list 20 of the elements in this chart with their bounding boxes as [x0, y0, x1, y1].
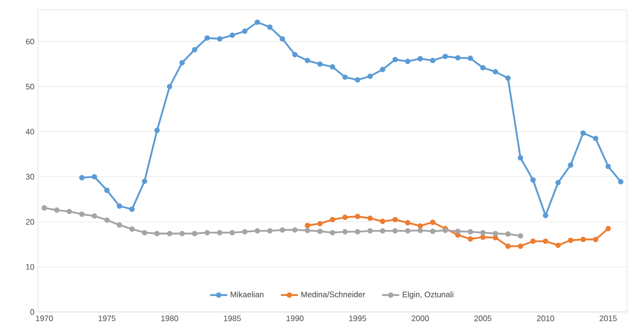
- legend-label: Mikaelian: [230, 291, 264, 298]
- y-tick-label: 10: [26, 264, 34, 270]
- x-tick-label: 1970: [36, 316, 53, 322]
- x-tick-label: 1985: [224, 316, 241, 322]
- x-tick-label: 2010: [537, 316, 554, 322]
- legend-label: Elgin, Oztunali: [402, 291, 454, 299]
- legend-label: Medina/Schneider: [301, 291, 366, 298]
- x-tick-label: 2000: [412, 316, 429, 322]
- x-tick-label: 2015: [600, 316, 617, 322]
- x-tick-label: 2005: [474, 316, 492, 322]
- y-tick-label: 20: [26, 219, 34, 225]
- y-tick-label: 40: [26, 128, 34, 135]
- x-tick-label: 1995: [349, 316, 366, 322]
- x-tick-label: 1975: [98, 316, 116, 322]
- y-tick-label: 0: [30, 309, 34, 315]
- y-tick-label: 60: [26, 38, 34, 44]
- x-tick-label: 1980: [161, 316, 178, 322]
- y-tick-label: 50: [26, 84, 34, 90]
- x-tick-label: 1990: [286, 316, 304, 322]
- y-tick-label: 30: [26, 174, 34, 180]
